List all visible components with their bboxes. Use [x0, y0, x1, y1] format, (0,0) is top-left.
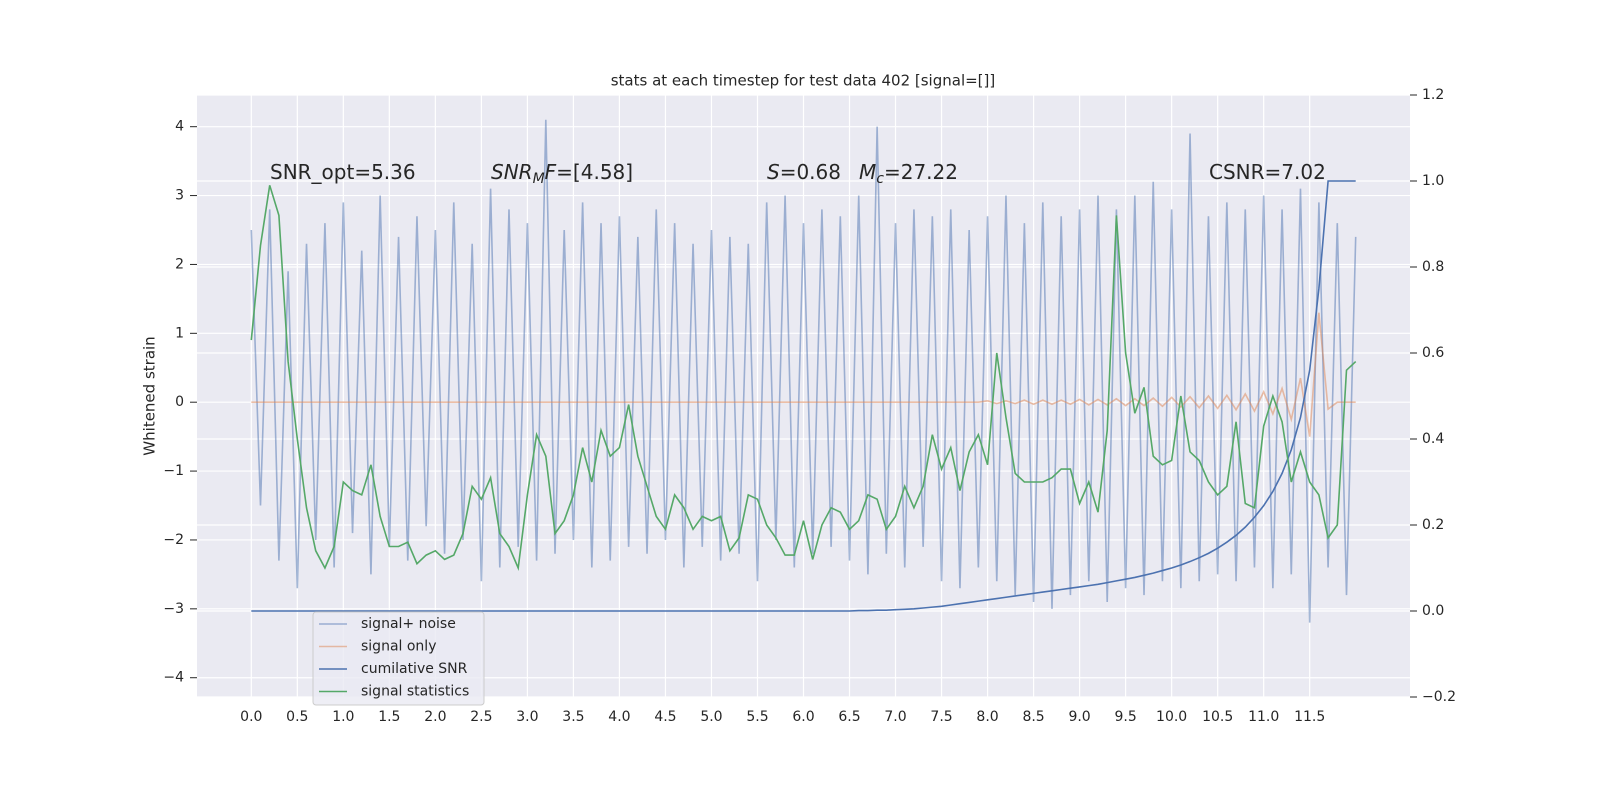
x-tick-label: 0.0 — [240, 709, 262, 725]
x-tick-label: 2.0 — [424, 709, 446, 725]
chart-title: stats at each timestep for test data 402… — [611, 72, 996, 90]
legend-label: signal statistics — [361, 684, 469, 700]
x-tick-label: 11.5 — [1294, 709, 1325, 725]
series-line — [251, 180, 1356, 612]
y-tick-label: 1 — [175, 325, 184, 341]
series-line — [250, 119, 1357, 623]
annotation: S=0.68 — [767, 160, 841, 184]
y2-tick-label: 1.0 — [1422, 173, 1444, 189]
x-tick-label: 1.5 — [378, 709, 400, 725]
y-tick-label: −1 — [163, 463, 184, 479]
annotation-part: S — [767, 160, 780, 184]
annotation-part: SNR — [491, 160, 533, 184]
y2-tick-label: 0.0 — [1422, 603, 1444, 619]
legend-label: signal only — [361, 639, 436, 655]
annotation: SNR_opt=5.36 — [270, 160, 416, 184]
series-line — [251, 312, 1356, 437]
annotation-part: SNR_opt=5.36 — [270, 160, 416, 184]
annotation: SNRMF=[4.58] — [491, 160, 633, 188]
x-tick-label: 6.0 — [792, 709, 814, 725]
y2-tick-label: 0.4 — [1422, 431, 1444, 447]
annotation-part: c — [876, 171, 884, 187]
annotation-part: =0.68 — [780, 160, 841, 184]
x-tick-label: 8.0 — [976, 709, 998, 725]
legend-label: signal+ noise — [361, 616, 456, 632]
x-tick-label: 10.0 — [1156, 709, 1187, 725]
x-tick-label: 7.5 — [930, 709, 952, 725]
x-tick-label: 6.5 — [838, 709, 860, 725]
y2-tick-label: 1.2 — [1422, 87, 1444, 103]
annotation-part: CSNR=7.02 — [1209, 160, 1326, 184]
legend-label: cumilative SNR — [361, 661, 468, 677]
y-tick-label: 2 — [175, 256, 184, 272]
x-tick-label: 9.5 — [1114, 709, 1136, 725]
x-tick-label: 1.0 — [332, 709, 354, 725]
x-tick-label: 7.0 — [884, 709, 906, 725]
y-tick-label: −4 — [163, 670, 184, 686]
y2-tick-label: 0.8 — [1422, 259, 1444, 275]
x-tick-label: 2.5 — [470, 709, 492, 725]
annotation-part: F — [545, 160, 557, 184]
series-line — [250, 185, 1357, 572]
x-tick-label: 8.5 — [1022, 709, 1044, 725]
x-tick-label: 10.5 — [1202, 709, 1233, 725]
y-tick-label: −2 — [163, 532, 184, 548]
x-tick-label: 3.0 — [516, 709, 538, 725]
x-tick-label: 3.5 — [562, 709, 584, 725]
y-tick-label: −3 — [163, 601, 184, 617]
x-tick-label: 9.0 — [1068, 709, 1090, 725]
x-tick-label: 5.0 — [700, 709, 722, 725]
annotation-part: M — [859, 160, 876, 184]
y-tick-label: 0 — [175, 394, 184, 410]
annotation: Mc=27.22 — [859, 160, 958, 188]
annotation: CSNR=7.02 — [1209, 160, 1326, 184]
x-tick-label: 0.5 — [286, 709, 308, 725]
annotation-part: =27.22 — [884, 160, 958, 184]
y2-tick-label: −0.2 — [1422, 689, 1456, 705]
x-tick-label: 5.5 — [746, 709, 768, 725]
y-axis-label: Whitened strain — [141, 336, 159, 455]
x-tick-label: 4.5 — [654, 709, 676, 725]
legend-box — [312, 611, 485, 706]
annotation-part: =[4.58] — [556, 160, 633, 184]
y2-tick-label: 0.2 — [1422, 517, 1444, 533]
y2-tick-label: 0.6 — [1422, 345, 1444, 361]
y-tick-label: 4 — [175, 119, 184, 135]
x-tick-label: 11.0 — [1248, 709, 1279, 725]
y-tick-label: 3 — [175, 188, 184, 204]
annotation-part: M — [533, 171, 545, 187]
x-tick-label: 4.0 — [608, 709, 630, 725]
